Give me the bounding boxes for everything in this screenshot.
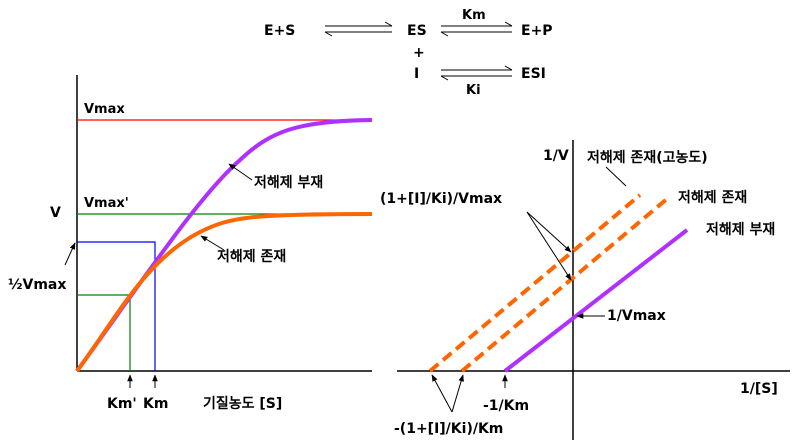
right-high-conc-label: 저해제 존재(고농도)	[587, 150, 708, 166]
vmax-prime-label: Vmax'	[84, 196, 129, 211]
high-conc-pointer	[605, 166, 627, 187]
neg-x-intercept-pointer-2	[451, 374, 464, 413]
lb-line-inhibitor-present	[460, 196, 670, 373]
right-absent-label: 저해제 부재	[706, 222, 775, 238]
half-vmax-label: ½Vmax	[8, 277, 66, 293]
vmax-label: Vmax	[84, 102, 125, 117]
present-curve-pointer	[200, 235, 225, 251]
intercept-i-pointer-1	[526, 211, 572, 253]
right-y-axis-label: 1/V	[543, 148, 569, 164]
eq-arrow-back-3-head	[440, 75, 449, 81]
half-vmax-pointer	[64, 242, 76, 266]
km-prime-label: Km'	[107, 396, 137, 412]
eq-arrow-back-1-head	[324, 31, 333, 37]
one-over-vmax-label: 1/Vmax	[607, 308, 666, 324]
eq-arrow-forward-3-head	[504, 65, 513, 71]
lb-line-inhibitor-absent	[503, 228, 689, 373]
absent-curve-pointer	[228, 163, 253, 181]
left-present-label: 저해제 존재	[217, 249, 286, 265]
neg-x-intercept-label: -(1+[I]/Ki)/Km	[394, 421, 503, 437]
left-y-axis-label: V	[50, 205, 61, 221]
curve-inhibitor-absent	[75, 118, 373, 373]
neg-one-over-km-label: -1/Km	[483, 398, 529, 414]
left-x-axis-label: 기질농도 [S]	[203, 396, 282, 412]
reaction-i: I	[414, 66, 419, 82]
km-label: Km	[143, 396, 168, 412]
right-present-label: 저해제 존재	[678, 190, 747, 206]
intercept-i-label: (1+[I]/Ki)/Vmax	[380, 191, 502, 207]
eq-arrow-back-2-head	[440, 31, 449, 37]
left-absent-label: 저해제 부재	[254, 175, 323, 191]
eq-arrow-forward-2-head	[504, 21, 513, 27]
right-plot: 1/V 1/[S] 저해제 존재(고농도) 저해제 존재 저해제 부재 (1+[…	[380, 140, 790, 440]
lb-line-high-inhibitor	[428, 193, 642, 373]
reaction-km: Km	[462, 8, 486, 23]
reaction-plus: +	[413, 45, 425, 61]
eq-arrow-forward-1-head	[384, 21, 393, 27]
reaction-e-plus-s: E+S	[264, 23, 295, 39]
intercept-i-pointer-2	[526, 211, 572, 281]
reaction-ki: Ki	[466, 83, 481, 98]
curve-inhibitor-present	[75, 212, 373, 373]
left-plot: Vmax Vmax' V 저해제 부재 저해제 존재 ½Vmax Km' Km …	[8, 75, 373, 412]
reaction-e-plus-p: E+P	[521, 23, 553, 39]
half-vmax-guide	[77, 241, 156, 371]
reaction-es: ES	[407, 23, 427, 39]
reaction-esi: ESI	[521, 66, 546, 82]
reaction-scheme: E+S ES Km E+P + I ESI Ki	[264, 8, 553, 98]
right-x-axis-label: 1/[S]	[740, 381, 778, 397]
neg-x-intercept-pointer-1	[431, 374, 453, 413]
